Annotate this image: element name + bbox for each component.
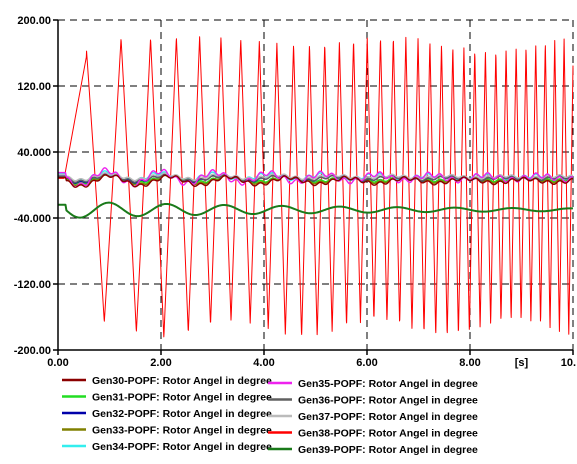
legend-label: Gen31-POPF: Rotor Angel in degree (92, 392, 272, 404)
x-tick-label: 10. (561, 357, 576, 369)
y-tick-label: -40.000 (14, 213, 51, 225)
legend-item: Gen38-POPF: Rotor Angel in degree (268, 428, 478, 440)
legend-item: Gen32-POPF: Rotor Angel in degree (62, 408, 272, 420)
legend-label: Gen38-POPF: Rotor Angel in degree (298, 428, 478, 440)
legend-item: Gen31-POPF: Rotor Angel in degree (62, 392, 272, 404)
legend-item: Gen34-POPF: Rotor Angel in degree (62, 441, 272, 453)
series-line-gen39 (57, 201, 574, 219)
legend-label: Gen36-POPF: Rotor Angel in degree (298, 395, 478, 407)
legend-item: Gen37-POPF: Rotor Angel in degree (268, 411, 478, 423)
y-tick-label: -200.00 (14, 345, 51, 357)
y-tick-label: 120.00 (17, 81, 51, 93)
legend-label: Gen39-POPF: Rotor Angel in degree (298, 444, 478, 456)
legend-label: Gen32-POPF: Rotor Angel in degree (92, 408, 272, 420)
legend-label: Gen30-POPF: Rotor Angel in degree (92, 375, 272, 387)
legend-label: Gen35-POPF: Rotor Angel in degree (298, 378, 478, 390)
series-line-gen37 (58, 172, 574, 182)
series-line-gen31 (58, 174, 574, 185)
x-tick-label: 6.00 (356, 357, 377, 369)
legend-item: Gen39-POPF: Rotor Angel in degree (268, 444, 478, 456)
y-tick-label: -120.00 (14, 279, 51, 291)
legend-label: Gen34-POPF: Rotor Angel in degree (92, 441, 272, 453)
x-tick-labels: 0.00 2.00 4.00 6.00 8.00 10. [s] (47, 357, 576, 369)
legend-item: Gen36-POPF: Rotor Angel in degree (268, 395, 478, 407)
series-line-gen30 (58, 174, 574, 188)
legend-label: Gen37-POPF: Rotor Angel in degree (298, 411, 478, 423)
y-tick-labels: 200.00 120.00 40.000 -40.000 -120.00 -200.00 (14, 15, 51, 357)
series-lines (57, 36, 574, 338)
legend-item: Gen30-POPF: Rotor Angel in degree (62, 375, 272, 387)
legend-item: Gen33-POPF: Rotor Angel in degree (62, 425, 272, 437)
series-line-gen33 (58, 174, 574, 187)
legend: Gen30-POPF: Rotor Angel in degree Gen31-P… (62, 375, 478, 456)
legend-item: Gen35-POPF: Rotor Angel in degree (268, 378, 478, 390)
y-tick-label: 200.00 (17, 15, 51, 27)
y-tick-label: 40.000 (17, 147, 51, 159)
x-unit-label: [s] (515, 357, 529, 369)
x-tick-label: 4.00 (253, 357, 274, 369)
series-line-gen35 (58, 167, 574, 188)
x-tick-label: 8.00 (459, 357, 480, 369)
x-tick-label: 2.00 (150, 357, 171, 369)
x-tick-label: 0.00 (47, 357, 68, 369)
legend-label: Gen33-POPF: Rotor Angel in degree (92, 425, 272, 437)
axes (53, 19, 574, 355)
